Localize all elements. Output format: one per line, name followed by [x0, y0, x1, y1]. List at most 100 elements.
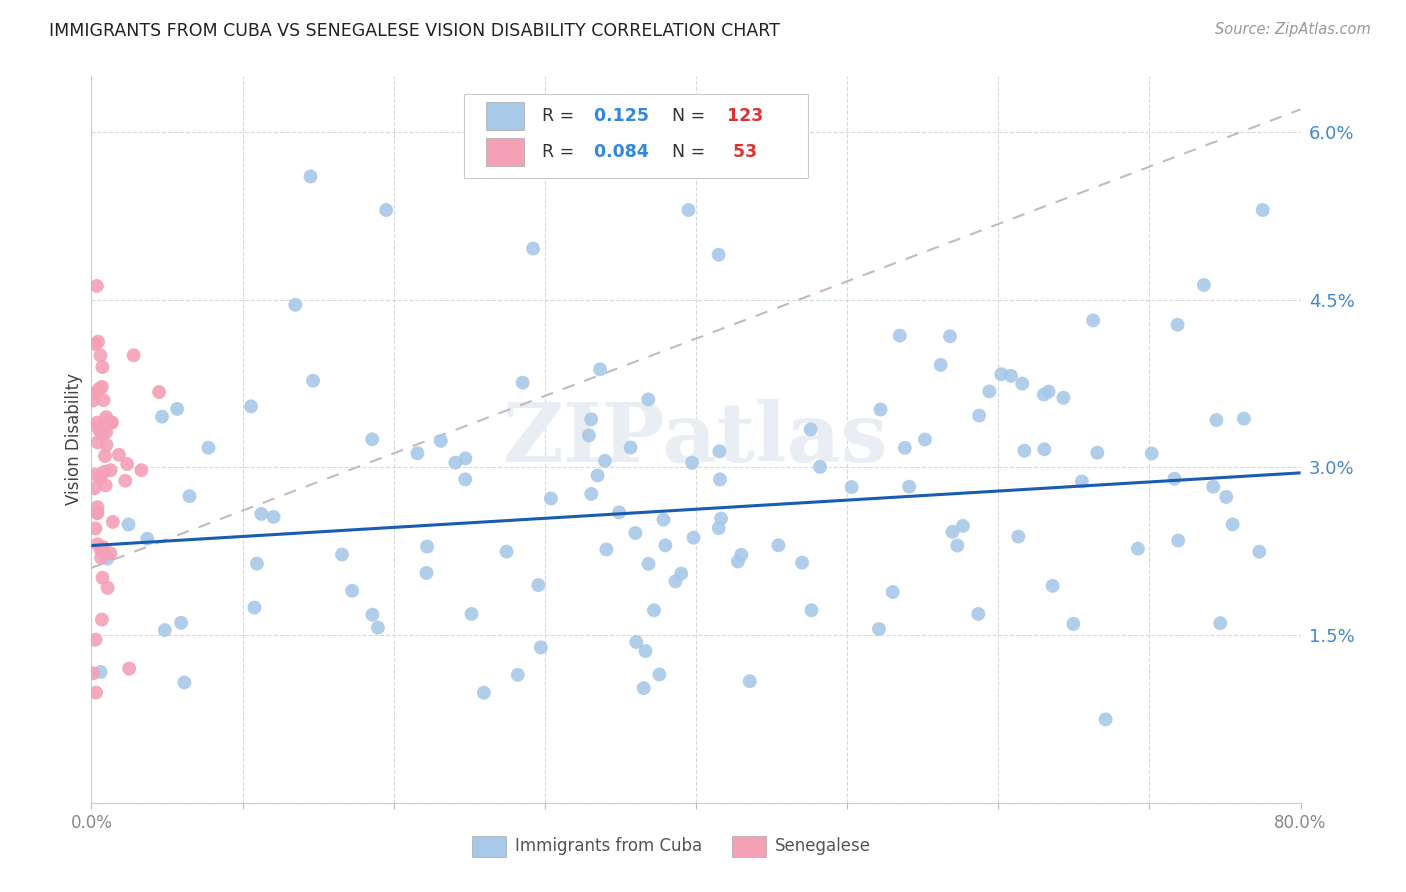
Point: [243, 600, 266, 615]
Point: [91, 571, 114, 585]
Point: [1007, 530, 1029, 544]
Point: [1167, 533, 1189, 548]
Point: [367, 621, 389, 635]
Point: [637, 557, 659, 571]
Point: [841, 480, 863, 494]
Point: [589, 362, 612, 376]
Point: [90, 665, 112, 679]
Point: [1205, 413, 1227, 427]
Text: 0.125: 0.125: [588, 107, 650, 125]
Text: 53: 53: [721, 143, 758, 161]
Point: [790, 556, 813, 570]
Point: [654, 538, 676, 552]
Point: [939, 329, 962, 343]
Point: [1202, 480, 1225, 494]
Point: [808, 459, 831, 474]
Point: [150, 409, 173, 424]
Point: [263, 509, 285, 524]
Y-axis label: Vision Disability: Vision Disability: [65, 374, 83, 505]
Point: [578, 428, 600, 442]
Point: [114, 474, 136, 488]
Point: [173, 675, 195, 690]
Point: [115, 457, 138, 471]
Point: [82, 386, 104, 401]
Text: Immigrants from Cuba: Immigrants from Cuba: [515, 838, 702, 855]
Point: [637, 392, 659, 407]
Point: [624, 526, 647, 541]
Point: [1140, 446, 1163, 460]
Text: Senegalese: Senegalese: [775, 838, 870, 855]
Text: 123: 123: [721, 107, 763, 125]
Point: [197, 441, 219, 455]
Point: [1209, 616, 1232, 631]
Point: [122, 348, 145, 362]
Point: [914, 433, 936, 447]
Point: [87, 334, 110, 349]
Point: [710, 511, 733, 525]
Point: [96, 425, 118, 439]
Point: [415, 566, 437, 580]
Point: [1249, 544, 1271, 558]
Point: [540, 491, 562, 506]
Text: N =: N =: [661, 107, 706, 125]
Point: [626, 635, 648, 649]
Point: [250, 507, 273, 521]
Point: [1081, 313, 1104, 327]
Point: [430, 434, 453, 448]
Point: [707, 248, 730, 262]
Point: [607, 505, 630, 519]
Point: [709, 444, 731, 458]
Point: [93, 465, 115, 479]
Point: [682, 531, 704, 545]
Point: [527, 578, 550, 592]
Point: [652, 513, 675, 527]
Point: [1215, 490, 1237, 504]
Point: [946, 539, 969, 553]
Point: [84, 521, 107, 535]
Point: [87, 382, 110, 396]
Point: [330, 548, 353, 562]
Point: [472, 686, 495, 700]
Point: [1011, 376, 1033, 391]
Point: [952, 519, 974, 533]
Point: [967, 607, 990, 621]
Point: [882, 585, 904, 599]
Point: [1033, 442, 1056, 457]
Point: [990, 367, 1012, 381]
Point: [967, 409, 990, 423]
Point: [709, 472, 731, 486]
Point: [136, 532, 159, 546]
Point: [89, 470, 111, 484]
Point: [620, 441, 643, 455]
Point: [1032, 387, 1054, 401]
Text: IMMIGRANTS FROM CUBA VS SENEGALESE VISION DISABILITY CORRELATION CHART: IMMIGRANTS FROM CUBA VS SENEGALESE VISIO…: [49, 22, 780, 40]
Point: [90, 550, 112, 565]
Point: [1163, 472, 1185, 486]
Point: [361, 432, 384, 446]
Point: [579, 412, 602, 426]
Point: [512, 376, 534, 390]
FancyBboxPatch shape: [472, 836, 506, 857]
Point: [1052, 391, 1074, 405]
Point: [593, 454, 616, 468]
Point: [89, 348, 111, 362]
Point: [94, 478, 117, 492]
Point: [595, 542, 617, 557]
Point: [1038, 384, 1060, 399]
Text: 0.084: 0.084: [588, 143, 650, 161]
Point: [889, 328, 911, 343]
Point: [179, 489, 201, 503]
Point: [86, 537, 108, 551]
Point: [86, 416, 108, 430]
Point: [82, 666, 104, 681]
Point: [96, 417, 118, 431]
Point: [454, 472, 477, 486]
Point: [678, 202, 700, 217]
Point: [340, 583, 363, 598]
FancyBboxPatch shape: [485, 102, 524, 129]
Point: [170, 615, 193, 630]
Text: Source: ZipAtlas.com: Source: ZipAtlas.com: [1215, 22, 1371, 37]
Point: [86, 506, 108, 520]
Point: [898, 480, 921, 494]
Point: [96, 551, 118, 566]
